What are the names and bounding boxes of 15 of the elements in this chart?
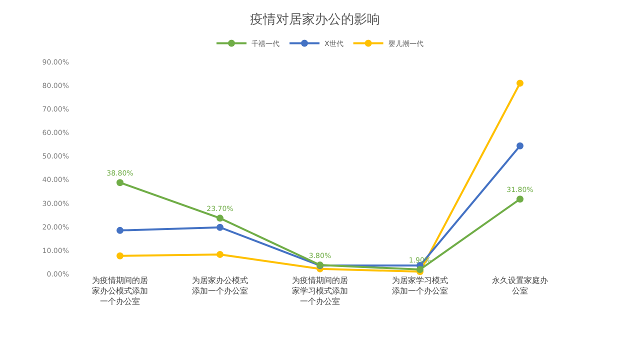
x-tick-label: 为居家学习模式添加一个办公室 <box>392 276 448 296</box>
point <box>216 224 224 231</box>
point <box>516 80 524 87</box>
x-tick-label: 永久设置家庭办公室 <box>492 276 548 296</box>
x-tick-label: 为居家办公模式添加一个办公室 <box>192 276 248 296</box>
point <box>216 250 224 258</box>
chart-title: 疫情对居家办公的影响 <box>250 11 380 28</box>
point <box>516 142 524 150</box>
point <box>116 179 124 186</box>
point <box>116 226 124 234</box>
x-tick-label: 为疫情期间的居家学习模式添加一个办公室 <box>292 276 348 306</box>
x-tick-label: 为疫情期间的居家办公模式添加一个办公室 <box>92 276 148 306</box>
point <box>516 196 524 203</box>
point <box>216 214 224 222</box>
point <box>116 252 124 260</box>
